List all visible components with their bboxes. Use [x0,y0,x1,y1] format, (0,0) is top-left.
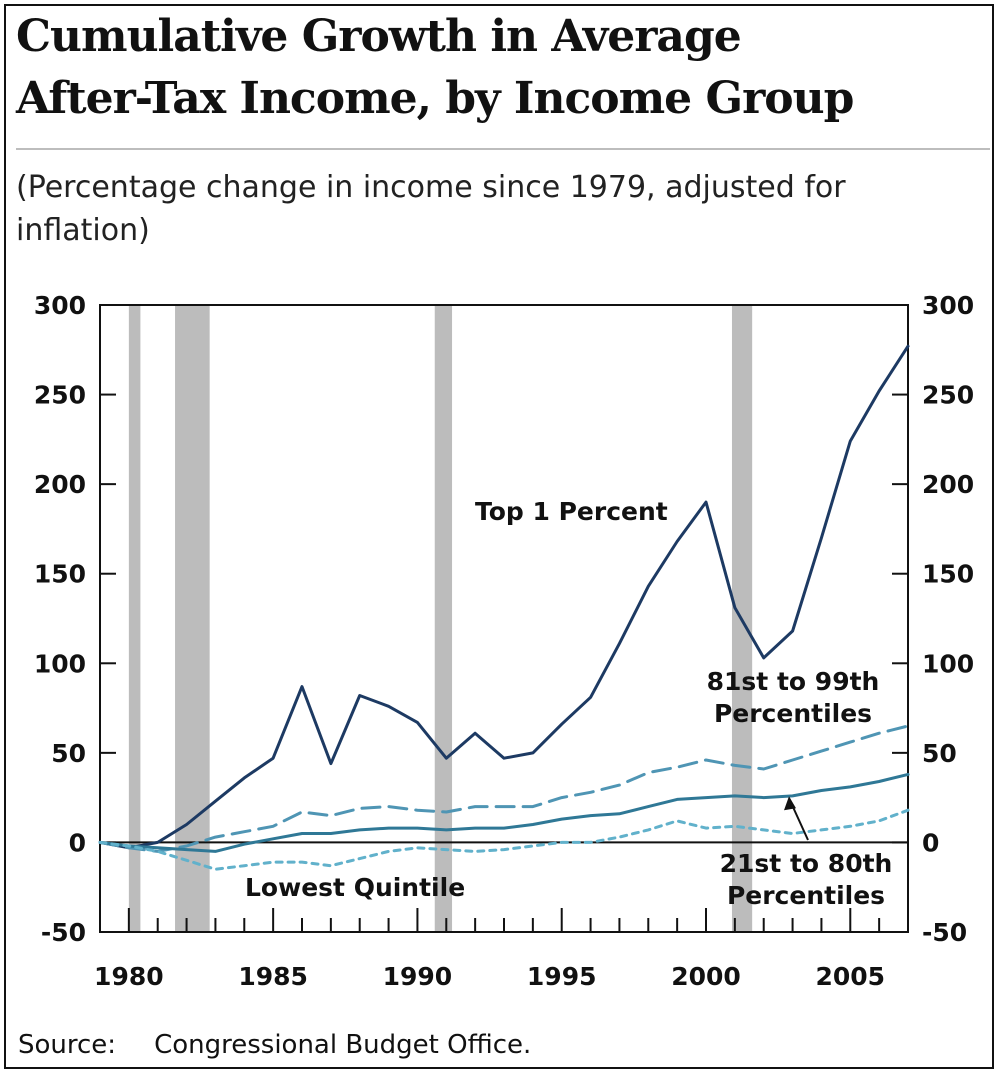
chart-frame [4,4,994,1069]
chart-title: Cumulative Growth in Average After-Tax I… [16,6,854,130]
title-line-1: Cumulative Growth in Average [16,11,742,62]
y-tick-label-left: 250 [34,381,86,410]
x-tick-label: 1990 [383,962,453,991]
y-tick-label-left: 150 [34,560,86,589]
series-line-21st-to-80th-percentiles [98,772,910,853]
series-label-21st-to-80th-percentiles: 21st to 80th Percentiles [720,849,893,910]
x-tick-label: 1985 [238,962,308,991]
series-line-lowest-quintile [98,808,910,871]
series-label-top-1-percent: Top 1 Percent [475,497,668,526]
x-tick-label: 1980 [94,962,164,991]
chart-subtitle: (Percentage change in income since 1979,… [16,170,846,248]
series-line-81st-to-99th-percentiles [98,724,910,853]
series-label-lowest-quintile: Lowest Quintile [245,873,465,902]
y-tick-label-right: 250 [922,381,974,410]
y-tick-label-right: 50 [922,739,957,768]
y-tick-label-left: 100 [34,649,86,678]
plot-border [99,304,909,933]
x-tick-label: 2000 [671,962,741,991]
recession-band [175,305,210,932]
y-tick-label-left: -50 [41,918,86,947]
y-tick-label-right: 100 [922,649,974,678]
y-tick-label-left: 0 [69,828,86,857]
y-tick-label-right: -50 [922,918,967,947]
series-label-81st-to-99th-percentiles: 81st to 99th Percentiles [707,667,880,728]
recession-band [434,305,453,932]
source-label: Source: [18,1030,117,1060]
source-note: Source: Congressional Budget Office. [18,1030,531,1060]
x-tick-label: 2005 [815,962,885,991]
recession-band [128,305,141,932]
source-text: Congressional Budget Office. [154,1030,532,1060]
x-tick-label: 1995 [527,962,597,991]
y-tick-label-right: 300 [922,291,974,320]
y-tick-label-right: 0 [922,828,939,857]
y-tick-label-left: 50 [51,739,86,768]
title-line-2: After-Tax Income, by Income Group [16,73,854,124]
y-tick-label-left: 300 [34,291,86,320]
y-tick-label-left: 200 [34,470,86,499]
series-line-top-1-percent [98,344,910,850]
y-tick-label-right: 150 [922,560,974,589]
label-arrow-head [784,796,796,811]
y-tick-label-right: 200 [922,470,974,499]
title-divider [16,148,990,150]
